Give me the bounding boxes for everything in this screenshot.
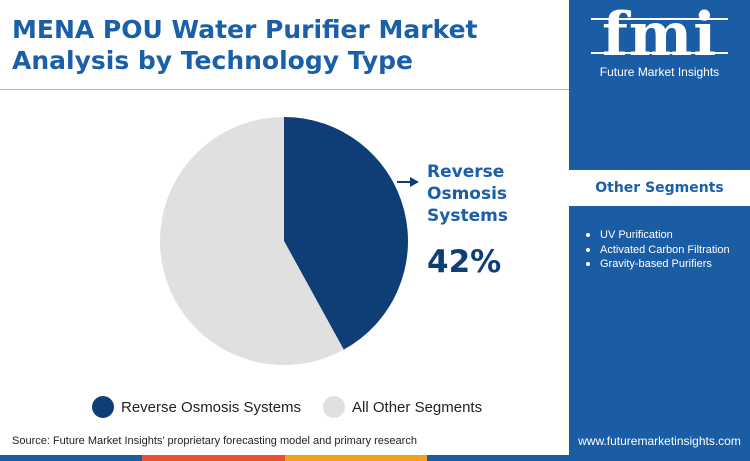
legend-swatch [92, 396, 114, 418]
logo-bottom-line [591, 52, 728, 54]
bottom-bar-segment [142, 455, 285, 461]
company-name: Future Market Insights [599, 65, 720, 79]
callout-label-line-3: Systems [427, 206, 508, 226]
source-note: Source: Future Market Insights’ propriet… [12, 435, 417, 447]
bottom-bar-segment [426, 455, 569, 461]
legend: Reverse Osmosis Systems All Other Segment… [92, 395, 504, 419]
fmi-logo: fmi [601, 0, 718, 70]
legend-label: All Other Segments [352, 398, 483, 416]
callout-label: Reverse Osmosis Systems [427, 161, 557, 227]
callout-label-line-2: Osmosis [427, 184, 508, 204]
bottom-bar-segment [284, 455, 427, 461]
website-link[interactable]: www.futuremarketinsights.com [578, 434, 741, 448]
pie-slice-all-other-segments [159, 117, 344, 365]
segment-list-item: Activated Carbon Filtration [583, 243, 748, 257]
legend-item: All Other Segments [323, 396, 482, 418]
chart-title: MENA POU Water Purifier Market Analysis … [12, 14, 562, 76]
segment-list-item: Gravity-based Purifiers [583, 257, 748, 271]
legend-label: Reverse Osmosis Systems [121, 398, 302, 416]
other-segments-list: UV Purification Activated Carbon Filtrati… [583, 228, 748, 272]
bottom-color-bar [0, 455, 569, 461]
callout-arrow [397, 177, 419, 187]
title-line-1: MENA POU Water Purifier Market [12, 15, 478, 44]
legend-swatch [323, 396, 346, 418]
pie-chart [159, 117, 419, 365]
pie-slice-reverse-osmosis-systems [284, 117, 408, 350]
callout-label-line-1: Reverse [427, 162, 505, 182]
segment-list-item: UV Purification [583, 228, 748, 242]
title-line-2: Analysis by Technology Type [12, 46, 413, 75]
right-panel: fmi Future Market Insights Other Segment… [569, 0, 750, 461]
logo-top-line [591, 18, 728, 20]
title-divider [0, 89, 569, 90]
bottom-bar-segment [0, 455, 143, 461]
other-segments-heading: Other Segments [569, 170, 750, 206]
legend-item: Reverse Osmosis Systems [92, 396, 301, 418]
callout-value: 42% [427, 244, 502, 280]
